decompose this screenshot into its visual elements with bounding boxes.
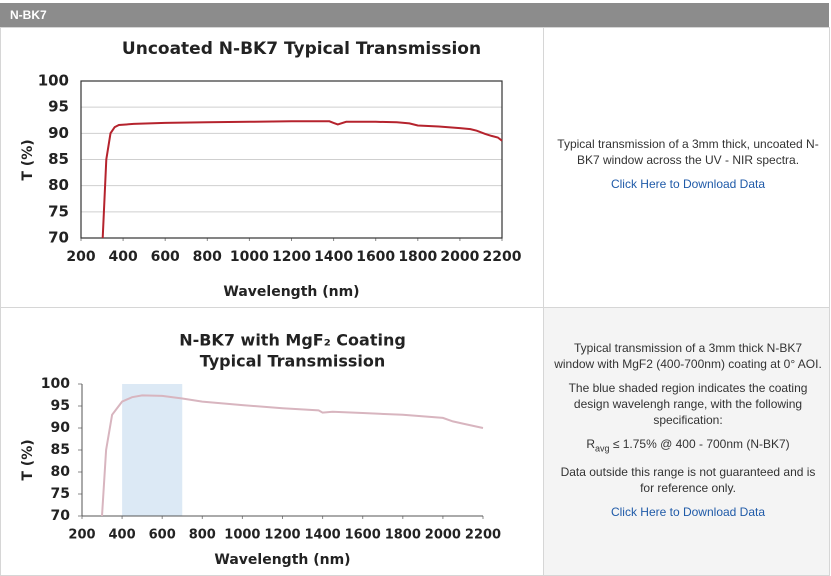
spec: Ravg ≤ 1.75% @ 400 - 700nm (N-BK7) — [553, 436, 823, 456]
spec-symbol: R — [586, 437, 595, 451]
x-tick-label: 1000 — [224, 528, 260, 543]
paragraph: The blue shaded region indicates the coa… — [568, 381, 808, 427]
x-tick-label: 2200 — [483, 249, 522, 265]
x-tick-label: 1600 — [345, 528, 381, 543]
x-tick-label: 800 — [193, 249, 222, 265]
chart-title: Typical Transmission — [200, 352, 386, 371]
description: Typical transmission of a 3mm thick N-BK… — [553, 340, 823, 528]
x-tick-label: 1200 — [264, 528, 300, 543]
description: Typical transmission of a 3mm thick, unc… — [553, 136, 823, 200]
x-tick-label: 2000 — [425, 528, 461, 543]
x-tick-label: 1400 — [305, 528, 341, 543]
y-axis-label: T (%) — [20, 139, 36, 180]
x-tick-label: 600 — [149, 528, 176, 543]
x-tick-label: 400 — [109, 528, 136, 543]
y-tick-label: 95 — [51, 398, 70, 414]
paragraph: Typical transmission of a 3mm thick, unc… — [557, 137, 819, 167]
y-tick-label: 95 — [48, 98, 69, 116]
y-tick-label: 70 — [48, 229, 69, 247]
x-tick-label: 200 — [66, 249, 95, 265]
x-axis-label: Wavelength (nm) — [214, 552, 350, 568]
x-tick-label: 1400 — [314, 249, 353, 265]
y-tick-label: 100 — [38, 72, 69, 90]
note: Data outside this range is not guarantee… — [560, 465, 816, 496]
spec-text: ≤ 1.75% @ 400 - 700nm (N-BK7) — [609, 437, 790, 451]
x-tick-label: 1000 — [230, 249, 269, 265]
x-tick-label: 400 — [108, 249, 137, 265]
x-tick-label: 2000 — [440, 249, 479, 265]
shaded-region — [122, 384, 183, 516]
y-tick-label: 85 — [48, 150, 69, 168]
y-tick-label: 80 — [48, 176, 69, 194]
x-tick-label: 200 — [68, 528, 95, 543]
y-tick-label: 100 — [41, 376, 70, 392]
y-axis-label: T (%) — [20, 439, 36, 480]
y-tick-label: 75 — [51, 486, 70, 502]
x-tick-label: 800 — [189, 528, 216, 543]
data-line — [101, 394, 484, 517]
paragraph: Typical transmission of a 3mm thick N-BK… — [554, 341, 822, 371]
download-link[interactable]: Click Here to Download Data — [610, 505, 766, 520]
charts: Uncoated N-BK7 Typical Transmission 70 75 8… — [20, 39, 522, 568]
spec-subscript: avg — [594, 443, 610, 454]
x-tick-label: 1200 — [272, 249, 311, 265]
download-link[interactable]: Click Here to Download Data — [610, 177, 766, 191]
y-tick-label: 70 — [51, 508, 71, 524]
y-tick-label: 85 — [51, 442, 70, 458]
x-tick-label: 600 — [151, 249, 180, 265]
x-axis-label: Wavelength (nm) — [223, 284, 359, 300]
x-tick-label: 1800 — [398, 249, 437, 265]
chart-title: Uncoated N-BK7 Typical Transmission — [122, 39, 481, 59]
plot-frame — [80, 80, 503, 239]
chart-title: N-BK7 with MgF₂ Coating — [179, 331, 406, 350]
y-tick-label: 90 — [48, 124, 69, 142]
y-tick-label: 80 — [51, 464, 71, 480]
data-line — [101, 120, 503, 239]
y-tick-label: 90 — [51, 420, 71, 436]
x-tick-label: 1800 — [385, 528, 421, 543]
y-tick-label: 75 — [48, 202, 69, 220]
x-tick-label: 1600 — [356, 249, 395, 265]
header: N-BK7 — [0, 3, 829, 27]
x-tick-label: 2200 — [465, 528, 501, 543]
